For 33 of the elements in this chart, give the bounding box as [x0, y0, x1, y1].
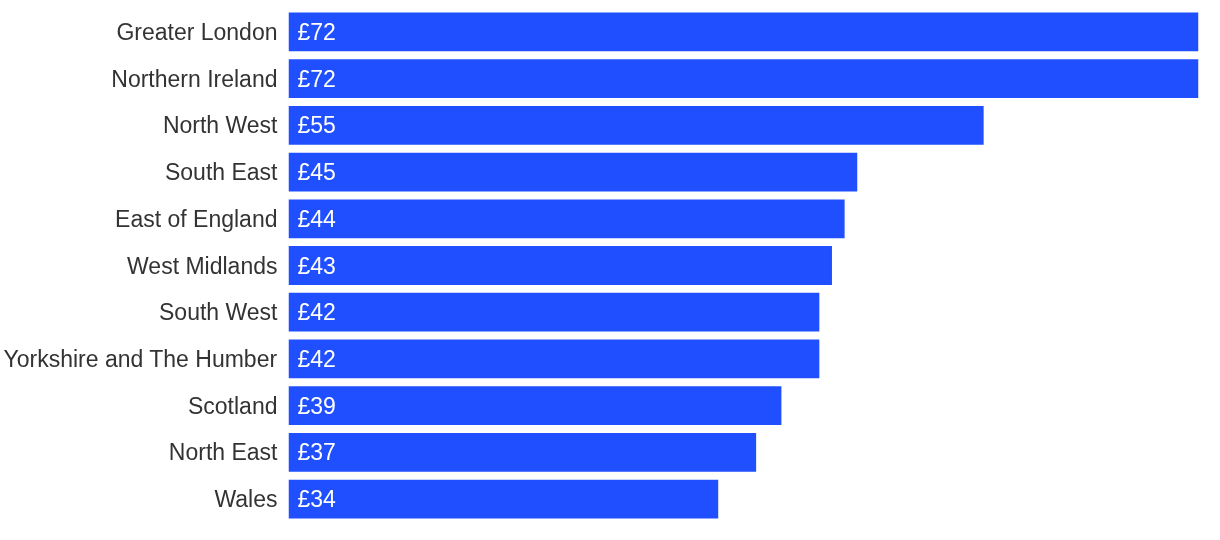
bar — [288, 339, 820, 379]
bar — [288, 433, 757, 472]
y-tick-label: North East — [168, 439, 279, 466]
data-label: £39 — [297, 392, 336, 419]
y-tick-label: Wales — [214, 486, 278, 513]
y-tick-label: Greater London — [116, 18, 278, 45]
bar — [288, 246, 832, 285]
data-label: £55 — [297, 112, 336, 139]
data-label: £34 — [297, 486, 337, 513]
data-label: £43 — [297, 252, 336, 279]
data-label: £42 — [297, 299, 336, 326]
bar — [288, 386, 782, 426]
bar — [288, 59, 1199, 98]
data-label: £42 — [297, 345, 336, 372]
bar — [288, 199, 845, 239]
y-tick-label: North West — [162, 112, 279, 139]
data-label: £72 — [297, 18, 336, 45]
data-label: £72 — [297, 65, 336, 92]
y-tick-label: South West — [159, 299, 279, 326]
y-tick-label: Northern Ireland — [111, 65, 278, 92]
data-label: £44 — [297, 205, 337, 232]
bar — [288, 152, 858, 192]
bar — [288, 479, 719, 519]
y-tick-label: Yorkshire and The Humber — [3, 345, 278, 372]
data-label: £37 — [297, 439, 336, 466]
y-tick-label: Scotland — [187, 392, 278, 419]
y-tick-label: East of England — [115, 205, 278, 232]
bar — [288, 292, 820, 332]
y-tick-label: West Midlands — [127, 252, 278, 279]
bar — [288, 105, 984, 145]
data-label: £45 — [297, 159, 336, 186]
y-tick-label: South East — [164, 159, 279, 186]
bar — [288, 12, 1199, 52]
